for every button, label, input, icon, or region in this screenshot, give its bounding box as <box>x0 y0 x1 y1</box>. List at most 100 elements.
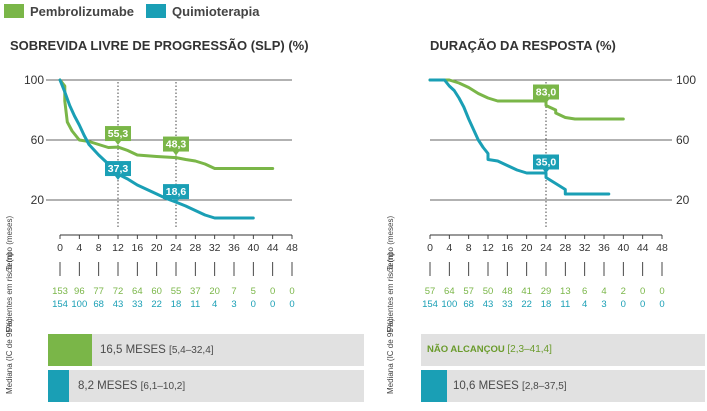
legend-item-pembrolizumabe: Pembrolizumabe <box>4 4 134 19</box>
at-risk-pembrolizumabe-48: 0 <box>659 286 664 297</box>
at-risk-pembrolizumabe-44: 0 <box>640 286 645 297</box>
median-row-slp-quimioterapia: 8,2 MESES [6,1–10,2] <box>48 370 364 402</box>
legend-label-quimioterapia: Quimioterapia <box>172 3 260 19</box>
at-risk-quimioterapia-48: 0 <box>289 299 294 310</box>
median-bar-dr-quimioterapia <box>421 370 447 402</box>
annotation-box <box>105 161 131 177</box>
legend: Pembrolizumabe Quimioterapia <box>4 2 259 20</box>
at-risk-pembrolizumabe-12: 50 <box>483 286 494 297</box>
x-tick-label-32: 32 <box>579 242 591 254</box>
at-risk-pembrolizumabe-40: 5 <box>251 286 256 297</box>
x-tick-label-4: 4 <box>446 242 452 254</box>
x-tick-label-0: 0 <box>427 242 433 254</box>
x-tick-label-12: 12 <box>482 242 494 254</box>
x-tick-label-20: 20 <box>151 242 163 254</box>
at-risk-quimioterapia-4: 100 <box>71 299 87 310</box>
at-risk-pembrolizumabe-48: 0 <box>289 286 294 297</box>
annotation-box <box>163 184 189 200</box>
annotation-label: 18,6 <box>166 186 187 198</box>
at-risk-pembrolizumabe-16: 64 <box>132 286 143 297</box>
y-tick-label-60: 60 <box>31 133 45 147</box>
at-risk-pembrolizumabe-8: 77 <box>93 286 104 297</box>
x-tick-label-20: 20 <box>521 242 533 254</box>
legend-swatch-pembrolizumabe <box>4 4 24 18</box>
x-tick-label-12: 12 <box>112 242 124 254</box>
x-tick-label-8: 8 <box>96 242 102 254</box>
x-tick-label-28: 28 <box>189 242 201 254</box>
at-risk-pembrolizumabe-28: 37 <box>190 286 201 297</box>
legend-item-quimioterapia: Quimioterapia <box>146 4 259 19</box>
annotation-box <box>105 126 131 142</box>
annotation-pointer <box>115 176 121 181</box>
at-risk-quimioterapia-48: 0 <box>659 299 664 310</box>
y-tick-label-20: 20 <box>31 193 45 207</box>
annotation-label: 37,3 <box>108 163 129 175</box>
median-row-dr-quimioterapia: 10,6 MESES [2,8–37,5] <box>421 370 705 402</box>
at-risk-quimioterapia-36: 3 <box>601 299 606 310</box>
at-risk-pembrolizumabe-4: 96 <box>74 286 85 297</box>
x-tick-label-32: 32 <box>209 242 221 254</box>
x-tick-label-24: 24 <box>170 242 182 254</box>
x-tick-label-48: 48 <box>656 242 668 254</box>
at-risk-pembrolizumabe-24: 55 <box>171 286 182 297</box>
annotation-label: 35,0 <box>536 157 557 169</box>
median-ci: [6,1–10,2] <box>140 381 186 392</box>
at-risk-pembrolizumabe-20: 60 <box>151 286 162 297</box>
at-risk-pembrolizumabe-12: 72 <box>113 286 124 297</box>
series-line-pembrolizumabe <box>428 78 625 121</box>
series-line-quimioterapia <box>58 78 255 220</box>
at-risk-quimioterapia-20: 22 <box>151 299 162 310</box>
series-line-quimioterapia <box>428 78 611 196</box>
annotation-pointer <box>543 169 549 174</box>
y-tick-label-100: 100 <box>676 73 696 87</box>
at-risk-quimioterapia-28: 11 <box>560 299 570 310</box>
x-tick-label-36: 36 <box>598 242 610 254</box>
annotation-label: 55,3 <box>108 128 129 140</box>
annotation-box <box>163 136 189 152</box>
at-risk-quimioterapia-44: 0 <box>640 299 645 310</box>
at-risk-quimioterapia-32: 4 <box>212 299 217 310</box>
x-tick-label-28: 28 <box>559 242 571 254</box>
median-value: 8,2 MESES <box>78 380 138 392</box>
annotation-55-3: 55,3 <box>105 126 131 146</box>
at-risk-pembrolizumabe-40: 2 <box>621 286 626 297</box>
median-value: 10,6 MESES <box>453 380 519 392</box>
annotation-pointer <box>173 199 179 204</box>
median-text-slp-pembrolizumabe: 16,5 MESES [5,4–32,4] <box>100 334 214 366</box>
at-risk-quimioterapia-12: 43 <box>113 299 124 310</box>
at-risk-quimioterapia-12: 43 <box>483 299 494 310</box>
annotation-pointer <box>115 141 121 146</box>
legend-swatch-quimioterapia <box>146 4 167 18</box>
annotation-box <box>533 84 559 100</box>
annotation-pointer <box>173 151 179 156</box>
annotation-box <box>533 154 559 170</box>
at-risk-quimioterapia-24: 18 <box>171 299 182 310</box>
annotation-35-0: 35,0 <box>533 154 559 174</box>
at-risk-quimioterapia-24: 18 <box>541 299 552 310</box>
chart-title-slp: SOBREVIDA LIVRE DE PROGRESSÃO (SLP) (%) <box>10 38 309 53</box>
chart-title-dr: DURAÇÃO DA RESPOSTA (%) <box>430 38 616 53</box>
series-line-pembrolizumabe <box>58 78 275 170</box>
at-risk-quimioterapia-8: 68 <box>93 299 104 310</box>
annotation-18-6: 18,6 <box>163 184 189 204</box>
at-risk-quimioterapia-44: 0 <box>270 299 275 310</box>
median-ci: [2,8–37,5] <box>522 381 567 392</box>
x-tick-label-16: 16 <box>501 242 513 254</box>
x-tick-label-40: 40 <box>247 242 259 254</box>
annotation-48-3: 48,3 <box>163 136 189 156</box>
at-risk-pembrolizumabe-16: 48 <box>502 286 513 297</box>
annotation-83-0: 83,0 <box>533 84 559 104</box>
at-risk-pembrolizumabe-32: 6 <box>582 286 587 297</box>
x-tick-label-16: 16 <box>131 242 143 254</box>
median-ci: [5,4–32,4] <box>169 345 214 356</box>
at-risk-quimioterapia-8: 68 <box>463 299 474 310</box>
y-tick-label-60: 60 <box>676 133 690 147</box>
median-row-dr-pembrolizumabe: NÃO ALCANÇOU [2,3–41,4] <box>421 334 705 366</box>
median-value: NÃO ALCANÇOU <box>427 344 505 355</box>
median-text-dr-pembrolizumabe: NÃO ALCANÇOU [2,3–41,4] <box>427 334 552 366</box>
at-risk-quimioterapia-40: 0 <box>621 299 626 310</box>
median-bar-slp-pembrolizumabe <box>48 334 92 366</box>
